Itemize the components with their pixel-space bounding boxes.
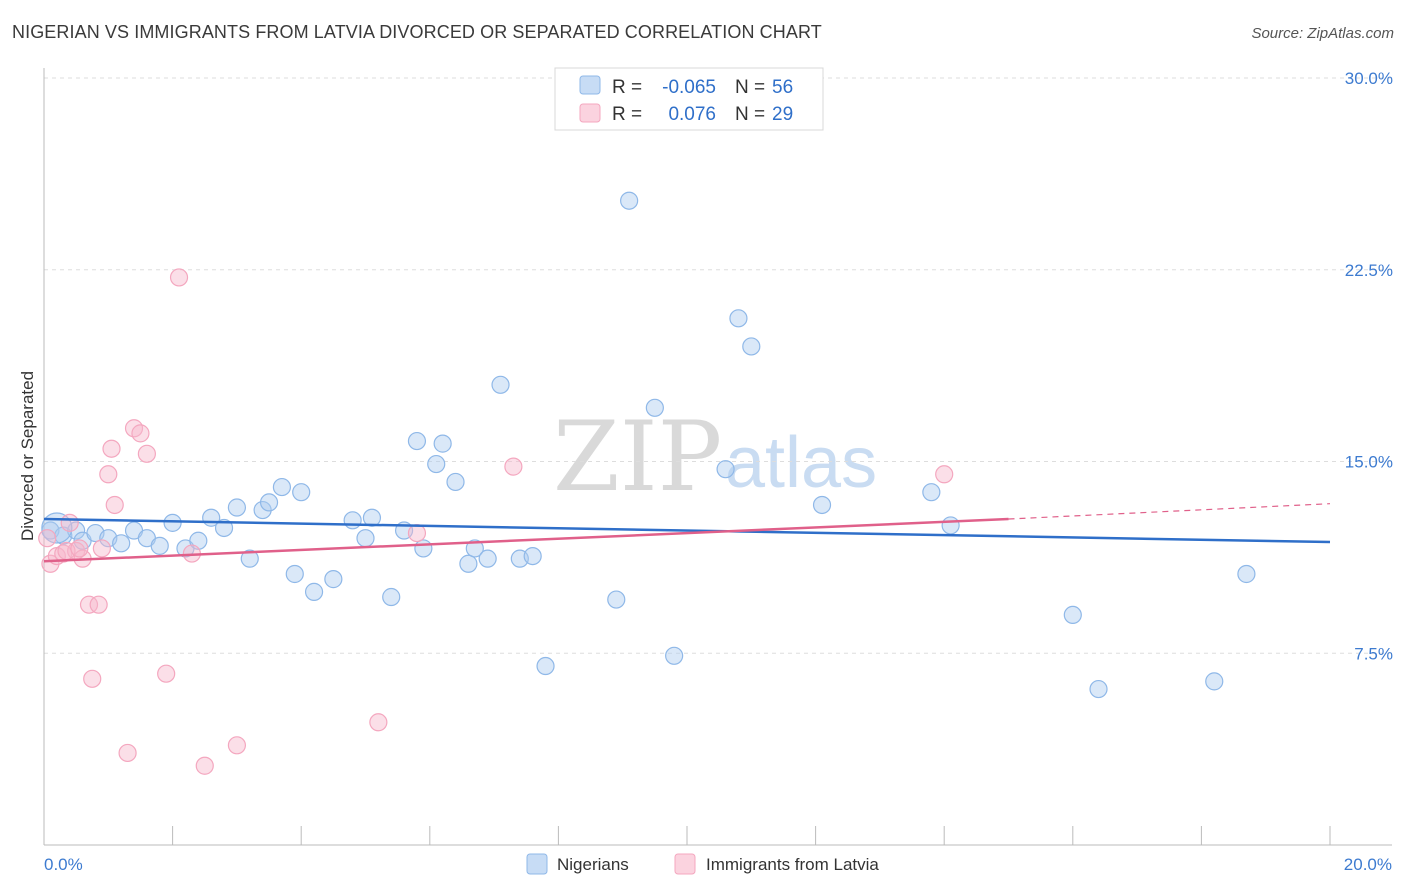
chart-title: NIGERIAN VS IMMIGRANTS FROM LATVIA DIVOR… <box>12 22 822 42</box>
point-nigerians <box>356 529 375 548</box>
trend-line-latvia-extension <box>1008 503 1331 520</box>
point-latvia <box>137 444 156 463</box>
point-nigerians <box>259 493 279 512</box>
legend-label-nigerians: Nigerians <box>557 855 629 874</box>
point-nigerians <box>812 495 832 515</box>
point-latvia <box>195 756 214 775</box>
point-nigerians <box>285 564 304 584</box>
point-nigerians <box>150 536 169 555</box>
point-latvia <box>131 424 150 443</box>
y-axis-tick-labels: 7.5% 15.0% 22.5% 30.0% <box>1345 69 1393 663</box>
point-nigerians <box>459 554 478 573</box>
y-tick-label: 30.0% <box>1345 69 1393 88</box>
stats-swatch-nigerians <box>579 75 601 95</box>
point-latvia <box>105 495 124 515</box>
x-tick-label-max: 20.0% <box>1344 855 1392 874</box>
point-nigerians <box>922 483 941 502</box>
source-credit: Source: ZipAtlas.com <box>1251 25 1394 42</box>
point-latvia <box>407 523 427 543</box>
point-latvia <box>118 743 137 763</box>
point-latvia <box>227 736 246 755</box>
stats-n-label-nigerians: N = <box>735 77 765 98</box>
point-nigerians <box>729 309 748 328</box>
y-tick-label: 7.5% <box>1354 644 1393 663</box>
point-nigerians <box>292 483 311 502</box>
point-latvia <box>79 595 99 614</box>
point-nigerians <box>491 375 510 394</box>
point-nigerians <box>536 656 555 676</box>
point-nigerians <box>941 516 960 535</box>
point-latvia <box>60 513 79 532</box>
stats-r-label-latvia: R = <box>612 104 642 125</box>
point-latvia <box>102 439 121 458</box>
point-latvia <box>169 268 189 287</box>
stats-r-label-nigerians: R = <box>612 77 642 98</box>
point-latvia <box>504 457 523 476</box>
point-nigerians <box>407 431 427 451</box>
stats-r-value-latvia: 0.076 <box>668 104 716 125</box>
trend-lines <box>43 503 1331 563</box>
point-nigerians <box>742 337 761 356</box>
point-nigerians <box>665 646 684 665</box>
stats-n-value-nigerians: 56 <box>772 77 793 98</box>
point-latvia <box>83 669 102 688</box>
point-nigerians <box>214 518 234 538</box>
point-latvia <box>99 465 118 484</box>
gridlines <box>44 77 1392 654</box>
legend-label-latvia: Immigrants from Latvia <box>706 855 879 874</box>
stats-n-value-latvia: 29 <box>772 104 793 125</box>
y-tick-label: 15.0% <box>1345 453 1393 472</box>
point-nigerians <box>1205 672 1224 691</box>
y-axis-label: Divorced or Separated <box>18 371 37 541</box>
point-nigerians <box>446 472 465 492</box>
point-nigerians <box>607 590 626 609</box>
point-latvia <box>89 595 108 614</box>
point-latvia <box>935 465 954 484</box>
point-nigerians <box>240 549 259 568</box>
y-tick-label: 22.5% <box>1345 261 1393 280</box>
point-nigerians <box>620 191 639 210</box>
trend-line-nigerians <box>43 517 1331 544</box>
stats-swatch-latvia <box>579 103 601 123</box>
point-nigerians <box>1237 564 1256 584</box>
point-nigerians <box>523 546 542 566</box>
point-nigerians <box>1063 605 1082 625</box>
x-axis-ticks <box>43 826 1331 845</box>
point-nigerians <box>478 549 497 568</box>
stats-n-label-latvia: N = <box>735 104 765 125</box>
point-latvia <box>369 713 388 732</box>
point-nigerians <box>465 539 484 558</box>
series-latvia-points <box>38 268 954 775</box>
point-nigerians <box>1089 679 1108 699</box>
point-nigerians <box>112 534 131 553</box>
point-latvia <box>38 529 57 548</box>
series-nigerians-points <box>41 191 1256 699</box>
point-nigerians <box>362 508 382 527</box>
legend-swatch-latvia <box>674 853 696 875</box>
point-nigerians <box>324 570 343 589</box>
watermark-zip: ZIP <box>553 401 722 513</box>
point-nigerians <box>343 511 362 530</box>
legend-swatch-nigerians <box>526 853 548 875</box>
stats-r-value-nigerians: -0.065 <box>662 77 716 98</box>
point-nigerians <box>414 539 433 558</box>
point-nigerians <box>272 477 292 497</box>
series-legend: Nigerians Immigrants from Latvia <box>526 853 879 875</box>
point-nigerians <box>433 434 452 453</box>
point-nigerians <box>304 582 324 601</box>
point-nigerians <box>163 513 182 532</box>
trend-line-latvia <box>43 517 1009 563</box>
point-nigerians <box>716 460 735 479</box>
point-nigerians <box>227 498 246 517</box>
point-nigerians <box>645 398 664 417</box>
point-latvia <box>70 539 89 558</box>
watermark-atlas: atlas <box>725 423 877 503</box>
point-latvia <box>92 539 111 558</box>
stats-legend: R = -0.065 N = 56 R = 0.076 N = 29 <box>554 67 824 131</box>
point-nigerians <box>427 454 446 474</box>
point-nigerians <box>382 587 401 607</box>
x-tick-label-min: 0.0% <box>44 855 83 874</box>
point-latvia <box>157 664 176 683</box>
